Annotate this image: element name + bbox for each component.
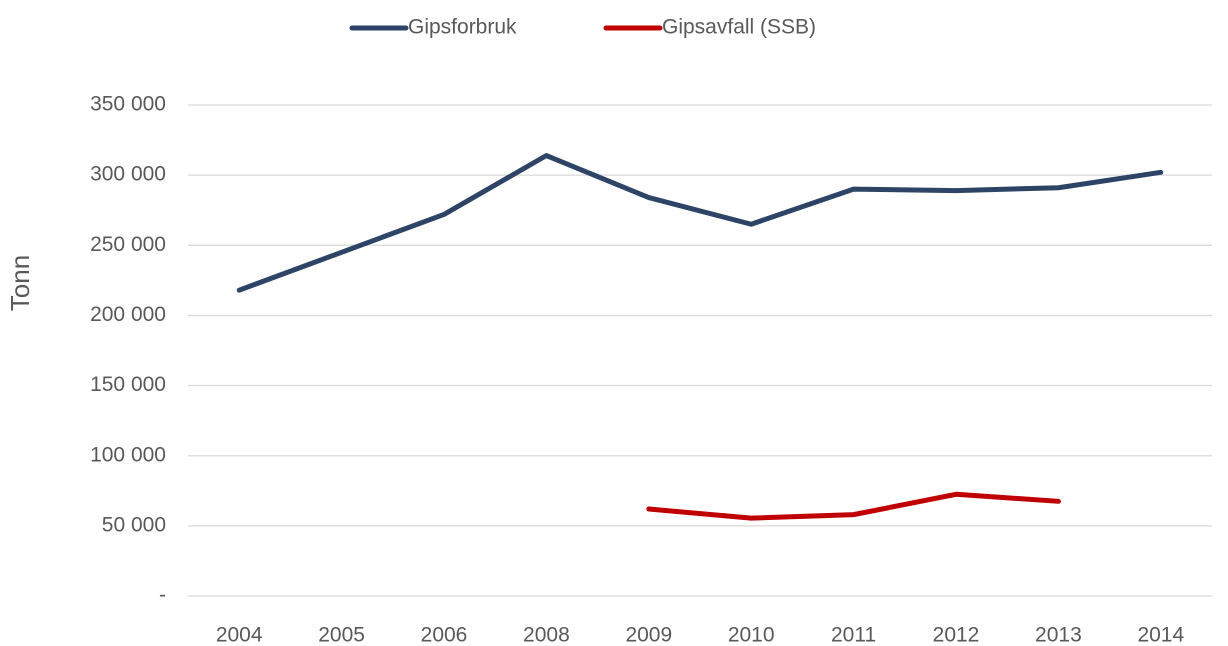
x-tick-label: 2005 [318, 624, 365, 646]
x-tick-label: 2008 [523, 624, 570, 646]
y-tick-label: 200 000 [90, 303, 166, 326]
y-tick-label: 350 000 [90, 93, 166, 116]
series-line [236, 153, 1164, 293]
x-tick-label: 2011 [831, 624, 876, 646]
x-tick-label: 2010 [728, 624, 775, 646]
x-tick-label: 2014 [1137, 624, 1184, 646]
y-axis-label: Tonn [5, 255, 35, 311]
y-tick-label: - [159, 584, 166, 607]
x-tick-label: 2012 [933, 624, 980, 646]
y-tick-label: 150 000 [90, 373, 166, 396]
legend-label: Gipsavfall (SSB) [662, 16, 816, 39]
x-tick-label: 2004 [216, 624, 263, 646]
y-tick-label: 300 000 [90, 163, 166, 186]
y-tick-label: 250 000 [90, 233, 166, 256]
x-tick-label: 2013 [1035, 624, 1082, 646]
x-tick-label: 2006 [421, 624, 468, 646]
y-tick-label: 50 000 [102, 513, 166, 536]
series-line [646, 491, 1061, 521]
x-tick-label: 2009 [625, 624, 672, 646]
legend-label: Gipsforbruk [408, 16, 517, 39]
y-tick-label: 100 000 [90, 443, 166, 466]
